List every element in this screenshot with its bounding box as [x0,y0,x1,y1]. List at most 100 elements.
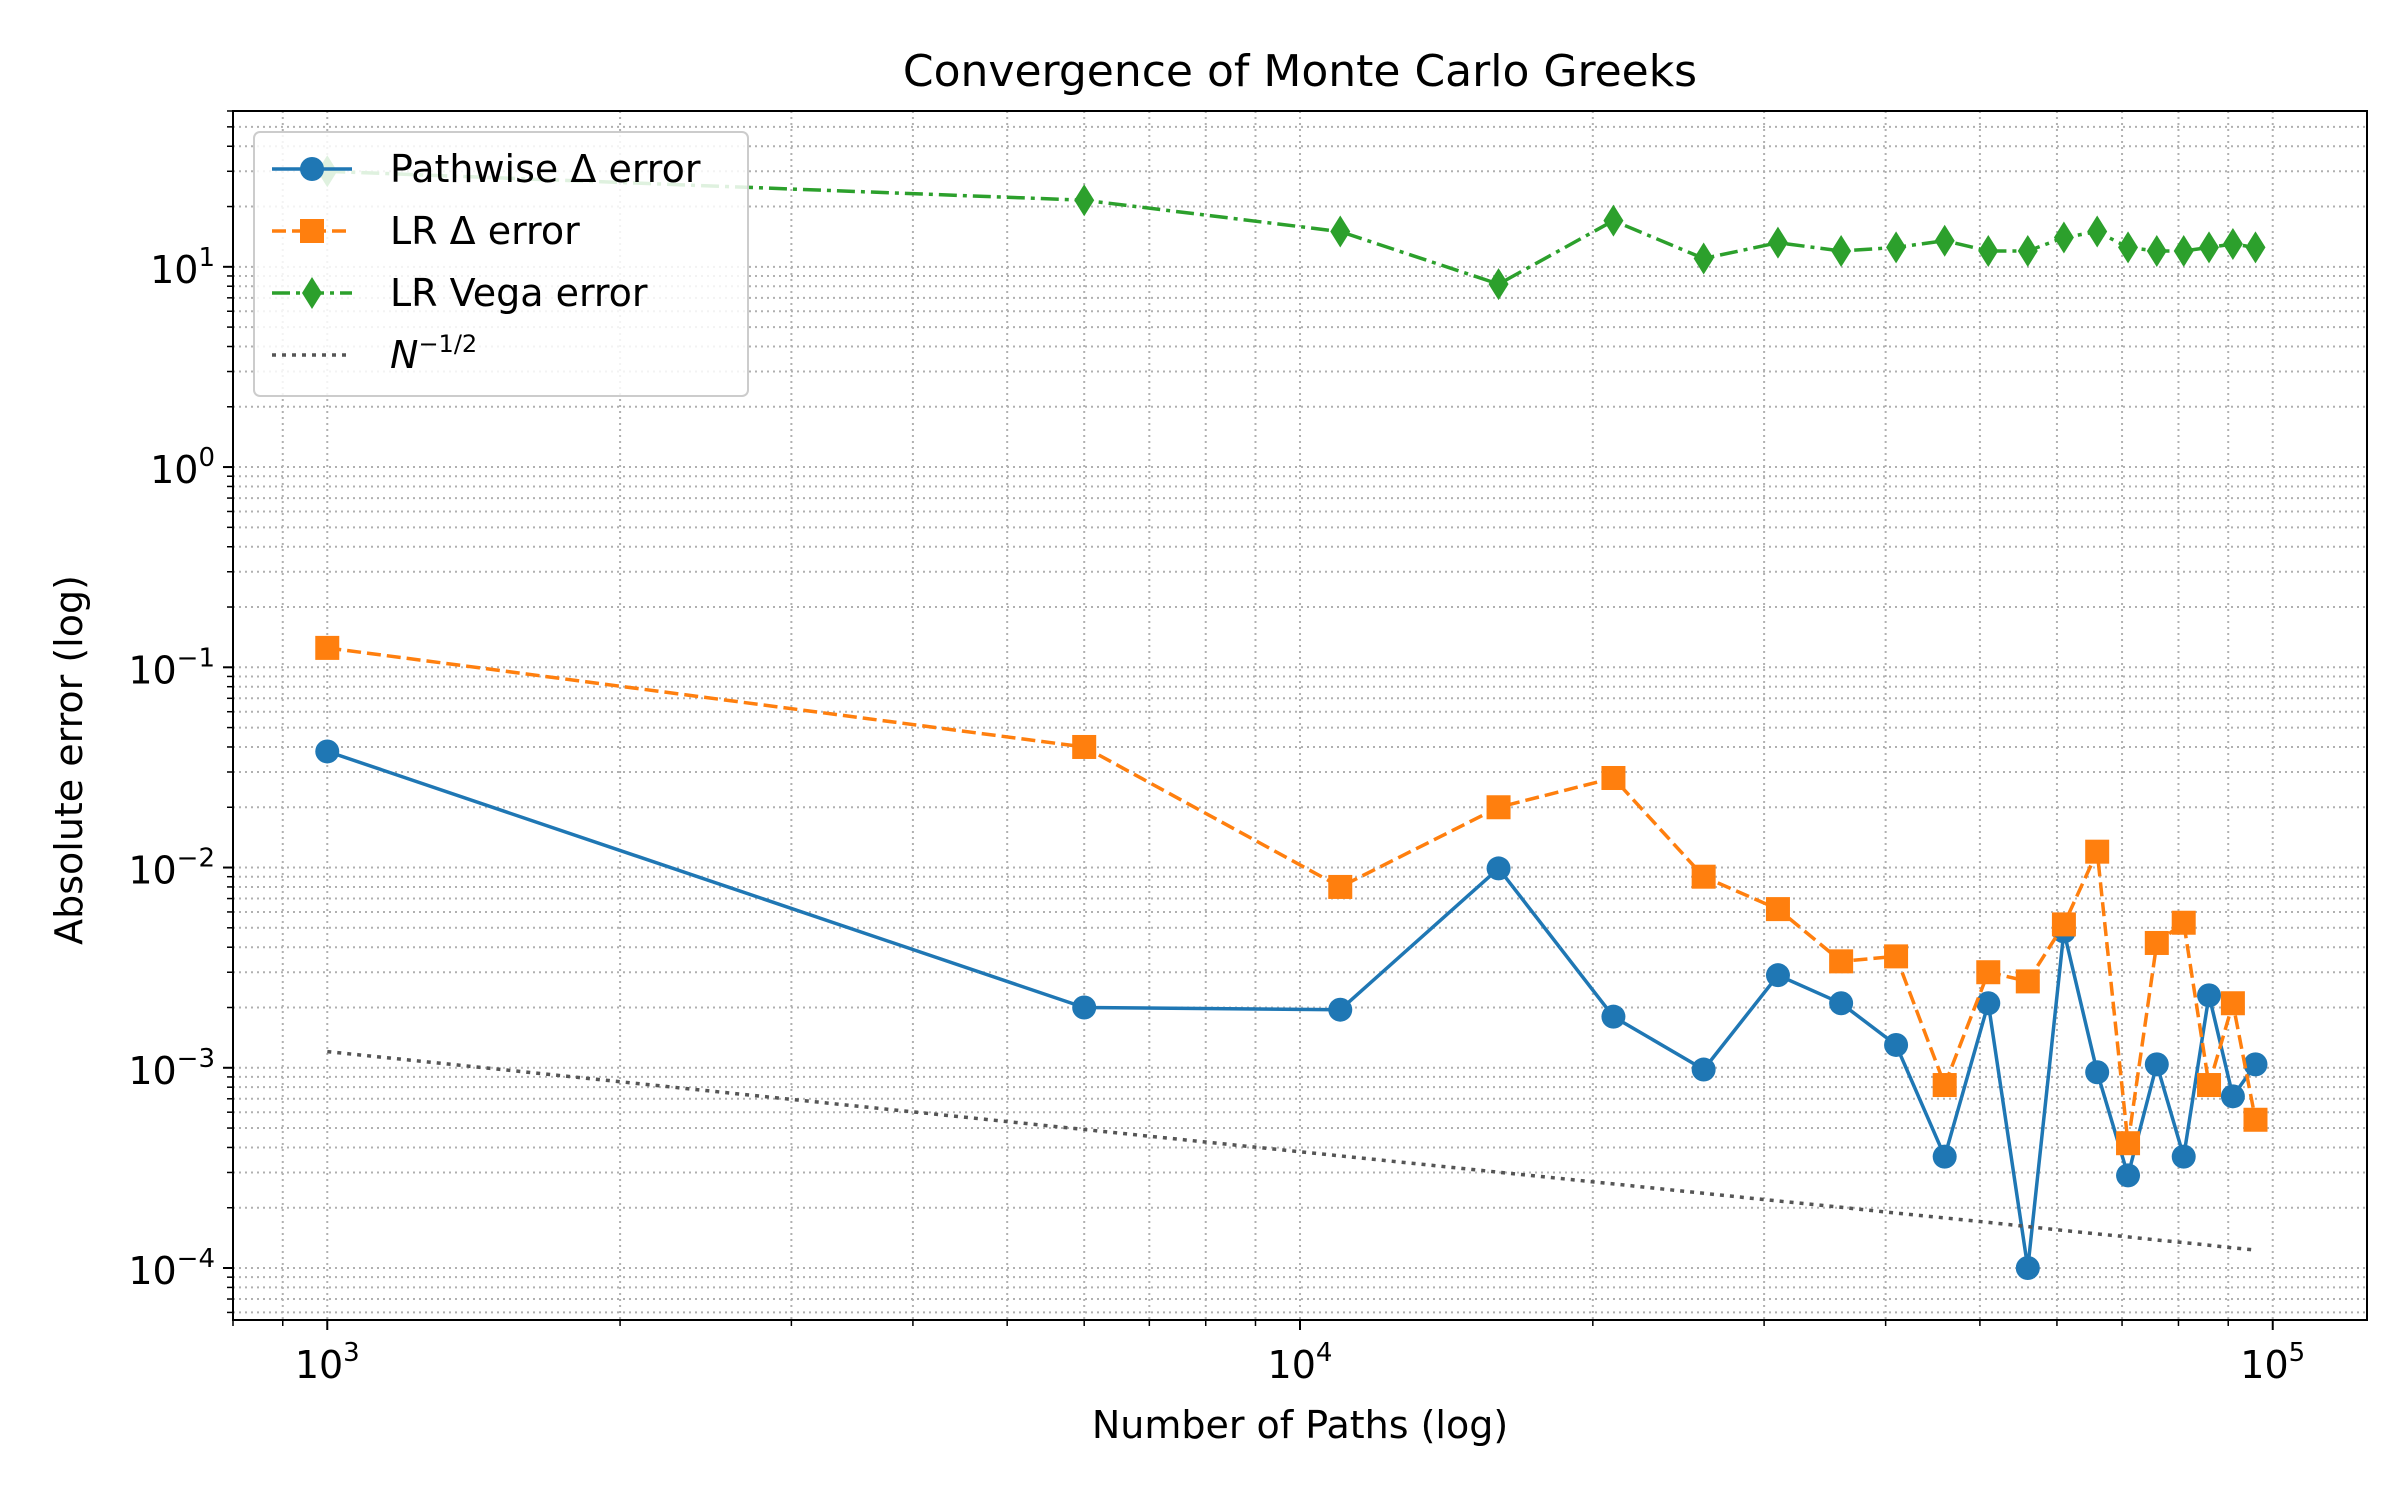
x-axis-label: Number of Paths (log) [1092,1403,1508,1447]
data-point [2015,1256,2040,1281]
legend-label: Pathwise Δ error [390,147,701,191]
data-point [2197,1073,2222,1098]
y-tick-base: 10 [128,849,176,893]
data-point [1886,231,1907,264]
x-tick-label: 103 [295,1338,360,1387]
series-n-1-2 [327,1049,2256,1252]
legend-box [253,131,749,397]
data-point [315,635,340,660]
y-axis-label: Absolute error (log) [47,575,91,945]
legend-label: N−1/2 [390,330,477,377]
data-point [1328,997,1353,1022]
series-pathwise-error [315,739,2268,1281]
series-line [326,749,2257,1270]
legend-entry: N−1/2 [272,330,477,377]
data-point [2116,1131,2141,1156]
x-tick-base: 10 [295,1343,343,1387]
y-tick-exponent: 0 [198,443,215,473]
data-point [2118,231,2139,264]
y-tick-exponent: −3 [177,1044,215,1074]
data-point [2087,215,2108,248]
series-lr-error [315,635,2268,1156]
data-point [1976,960,2001,985]
y-tick-base: 10 [150,448,198,492]
legend-marker [300,219,324,243]
chart-title: Convergence of Monte Carlo Greeks [903,46,1697,97]
y-tick-label: 10−2 [128,844,215,893]
y-tick-base: 10 [128,1249,176,1293]
data-point [2053,221,2074,254]
y-tick-exponent: 1 [198,243,215,273]
x-tick-base: 10 [2240,1343,2288,1387]
data-point [1074,184,1095,217]
data-point [1486,795,1511,820]
x-tick-exponent: 4 [1316,1338,1333,1368]
data-point [1328,874,1353,899]
data-point [1765,897,1790,922]
data-point [2015,969,2040,994]
y-tick-label: 100 [150,443,215,492]
data-point [2116,1163,2141,1188]
y-tick-label: 101 [150,243,215,292]
data-point [2197,983,2222,1008]
series-line [327,1049,2256,1252]
legend-entry: LR Δ error [272,209,580,253]
data-point [1488,268,1509,301]
legend-label: LR Vega error [390,271,648,315]
legend-marker [300,157,324,181]
y-tick-exponent: −1 [177,643,215,673]
data-point [2085,1060,2110,1085]
data-point [2220,1084,2245,1109]
data-point [2051,912,2076,937]
legend-entry: LR Vega error [272,271,648,315]
data-point [1601,1004,1626,1029]
legend-label: LR Δ error [390,209,580,253]
x-tick-exponent: 3 [343,1338,360,1368]
y-tick-label: 10−1 [128,643,215,692]
data-point [315,739,340,764]
x-tick-base: 10 [1268,1343,1316,1387]
legend-entry: Pathwise Δ error [272,147,701,191]
data-point [2171,1144,2196,1169]
data-point [2173,234,2194,267]
data-point [1691,864,1716,889]
data-point [1767,226,1788,259]
data-point [1978,234,1999,267]
data-point [2144,1052,2169,1077]
data-point [1603,204,1624,237]
data-point [1829,991,1854,1016]
data-point [2144,930,2169,955]
data-point [2085,839,2110,864]
data-point [1932,1144,1957,1169]
data-point [2146,234,2167,267]
y-tick-label: 10−3 [128,1044,215,1093]
y-tick-base: 10 [128,1049,176,1093]
data-point [1601,765,1626,790]
data-point [1486,856,1511,881]
x-tick-exponent: 5 [2289,1338,2306,1368]
data-point [1932,1073,1957,1098]
data-point [1976,991,2001,1016]
data-point [2245,231,2266,264]
data-point [1072,995,1097,1020]
data-point [2243,1107,2268,1132]
data-point [2222,228,2243,261]
data-point [1934,224,1955,257]
data-point [1765,963,1790,988]
legend: Pathwise Δ error LR Δ error LR Vega error N… [253,131,749,397]
data-point [1693,242,1714,275]
x-tick-label: 105 [2240,1338,2305,1387]
data-point [1072,734,1097,759]
legend-marker [302,277,322,309]
data-point [1831,234,1852,267]
data-point [1829,949,1854,974]
data-point [1884,944,1909,969]
x-tick-label: 104 [1268,1338,1333,1387]
data-point [1884,1032,1909,1057]
y-tick-base: 10 [150,248,198,292]
data-point [2199,231,2220,264]
data-point [1330,215,1351,248]
y-tick-exponent: −4 [177,1244,215,1274]
legend-label-base: N [390,333,418,377]
